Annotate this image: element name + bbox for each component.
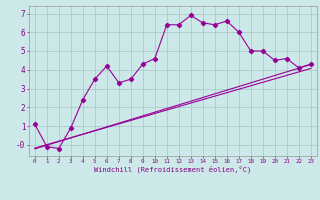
X-axis label: Windchill (Refroidissement éolien,°C): Windchill (Refroidissement éolien,°C) (94, 166, 252, 173)
